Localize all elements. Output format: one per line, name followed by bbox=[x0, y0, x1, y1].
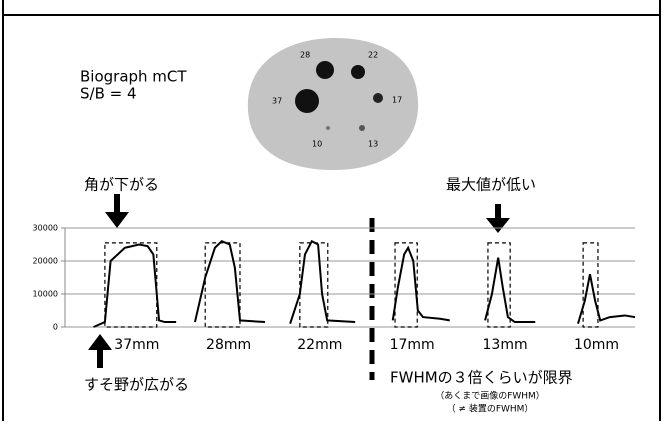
annotation: すそ野が広がる bbox=[84, 376, 189, 394]
annotation: （あくまで画像のFWHM） bbox=[435, 390, 545, 402]
profile-line bbox=[578, 274, 635, 324]
annotation: 角が下がる bbox=[84, 176, 159, 194]
size-label: 17mm bbox=[390, 337, 435, 353]
ideal-box bbox=[105, 243, 157, 327]
y-tick-label: 10000 bbox=[33, 290, 58, 299]
phantom-label: 37 bbox=[272, 97, 282, 106]
annotation: 最大値が低い bbox=[446, 176, 536, 194]
size-label: 22mm bbox=[297, 337, 342, 353]
ideal-box bbox=[205, 243, 240, 327]
ratio-label: S/B = 4 bbox=[80, 85, 137, 103]
profile-line bbox=[94, 245, 177, 328]
y-tick-label: 20000 bbox=[33, 257, 58, 266]
scanner-label: Biograph mCT bbox=[80, 68, 187, 86]
annotation: （ ≠ 装置のFWHM） bbox=[447, 403, 534, 415]
phantom-label: 17 bbox=[392, 96, 402, 105]
profile-line bbox=[393, 248, 450, 321]
size-label: 28mm bbox=[206, 337, 251, 353]
slide: Biograph mCT S/B = 4 28 22 37 17 10 13 角… bbox=[0, 0, 664, 421]
y-tick-label: 0 bbox=[53, 323, 58, 332]
ideal-box bbox=[583, 243, 598, 327]
size-label: 10mm bbox=[574, 337, 619, 353]
y-tick-label: 30000 bbox=[33, 224, 58, 233]
phantom-label: 28 bbox=[300, 51, 310, 60]
phantom-label: 10 bbox=[312, 140, 322, 149]
phantom-label: 22 bbox=[368, 51, 378, 60]
size-label: 37mm bbox=[114, 337, 159, 353]
size-label: 13mm bbox=[483, 337, 528, 353]
phantom-label: 13 bbox=[368, 140, 378, 149]
annotation: FWHMの３倍くらいが限界 bbox=[390, 369, 573, 387]
